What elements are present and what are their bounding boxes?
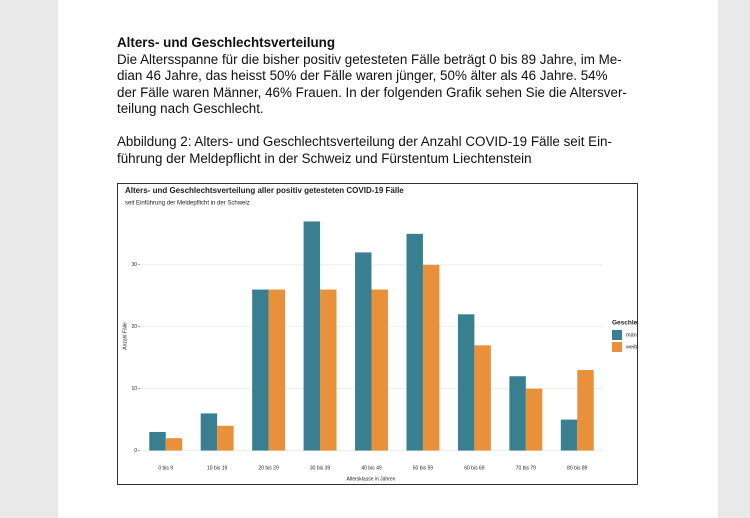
paragraph-line: Die Altersspanne für die bisher positiv … [117, 51, 622, 67]
legend-label: weiblich [625, 344, 638, 350]
x-tick-label: 60 bis 69 [464, 465, 485, 471]
bar [560, 419, 578, 451]
bar [320, 289, 337, 451]
y-axis-label: Anzahl Fälle [122, 322, 128, 350]
caption-line: führung der Meldepflicht in der Schweiz … [117, 150, 532, 166]
bar [217, 425, 234, 451]
heading: Alters- und Geschlechtsverteilung [117, 35, 336, 50]
x-tick-label: 0 bis 9 [158, 465, 173, 471]
x-tick-label: 40 bis 49 [361, 465, 382, 471]
x-tick-label: 20 bis 29 [258, 465, 279, 471]
x-tick-label: 80 bis 89 [567, 465, 588, 471]
bar [422, 264, 440, 451]
x-axis-label: Altersklasse in Jahren [347, 476, 396, 482]
y-tick-label: 10 [131, 386, 137, 392]
bar [200, 413, 218, 451]
legend-title: Geschlecht [612, 320, 638, 327]
bar [355, 252, 372, 451]
x-tick-label: 10 bis 19 [207, 465, 228, 471]
bar [577, 370, 594, 451]
bar [525, 388, 543, 451]
caption-line: Abbildung 2: Alters- und Geschlechtsvert… [117, 133, 612, 149]
chart: Alters- und Geschlechtsverteilung aller … [117, 183, 638, 485]
chart-title: Alters- und Geschlechtsverteilung aller … [125, 186, 404, 195]
y-tick-label: 0 [134, 448, 137, 454]
x-tick-label: 50 bis 59 [413, 465, 434, 471]
legend-swatch [612, 330, 622, 340]
paragraph-line: teilung nach Geschlecht. [117, 101, 264, 117]
document-body: Alters- und Geschlechtsverteilung Die Al… [117, 35, 627, 167]
bar [509, 376, 526, 451]
bar [252, 289, 269, 451]
bar [371, 289, 388, 451]
x-tick-label: 70 bis 79 [516, 465, 537, 471]
bar [474, 345, 491, 451]
bar [165, 438, 183, 451]
bar [303, 221, 321, 451]
y-tick-label: 20 [131, 324, 137, 330]
legend-swatch [612, 342, 622, 352]
x-tick-label: 30 bis 39 [310, 465, 331, 471]
chart-subtitle: seit Einführung der Meldepflicht in der … [125, 201, 250, 207]
bar [149, 431, 166, 451]
y-tick-label: 30 [131, 262, 137, 268]
bar [457, 314, 475, 451]
paragraph-line: dian 46 Jahre, das heisst 50% der Fälle … [117, 68, 608, 84]
paragraph-line: der Fälle waren Männer, 46% Frauen. In d… [117, 84, 627, 100]
bar [406, 233, 423, 451]
legend-label: männlich [626, 332, 638, 338]
bar [268, 289, 286, 451]
